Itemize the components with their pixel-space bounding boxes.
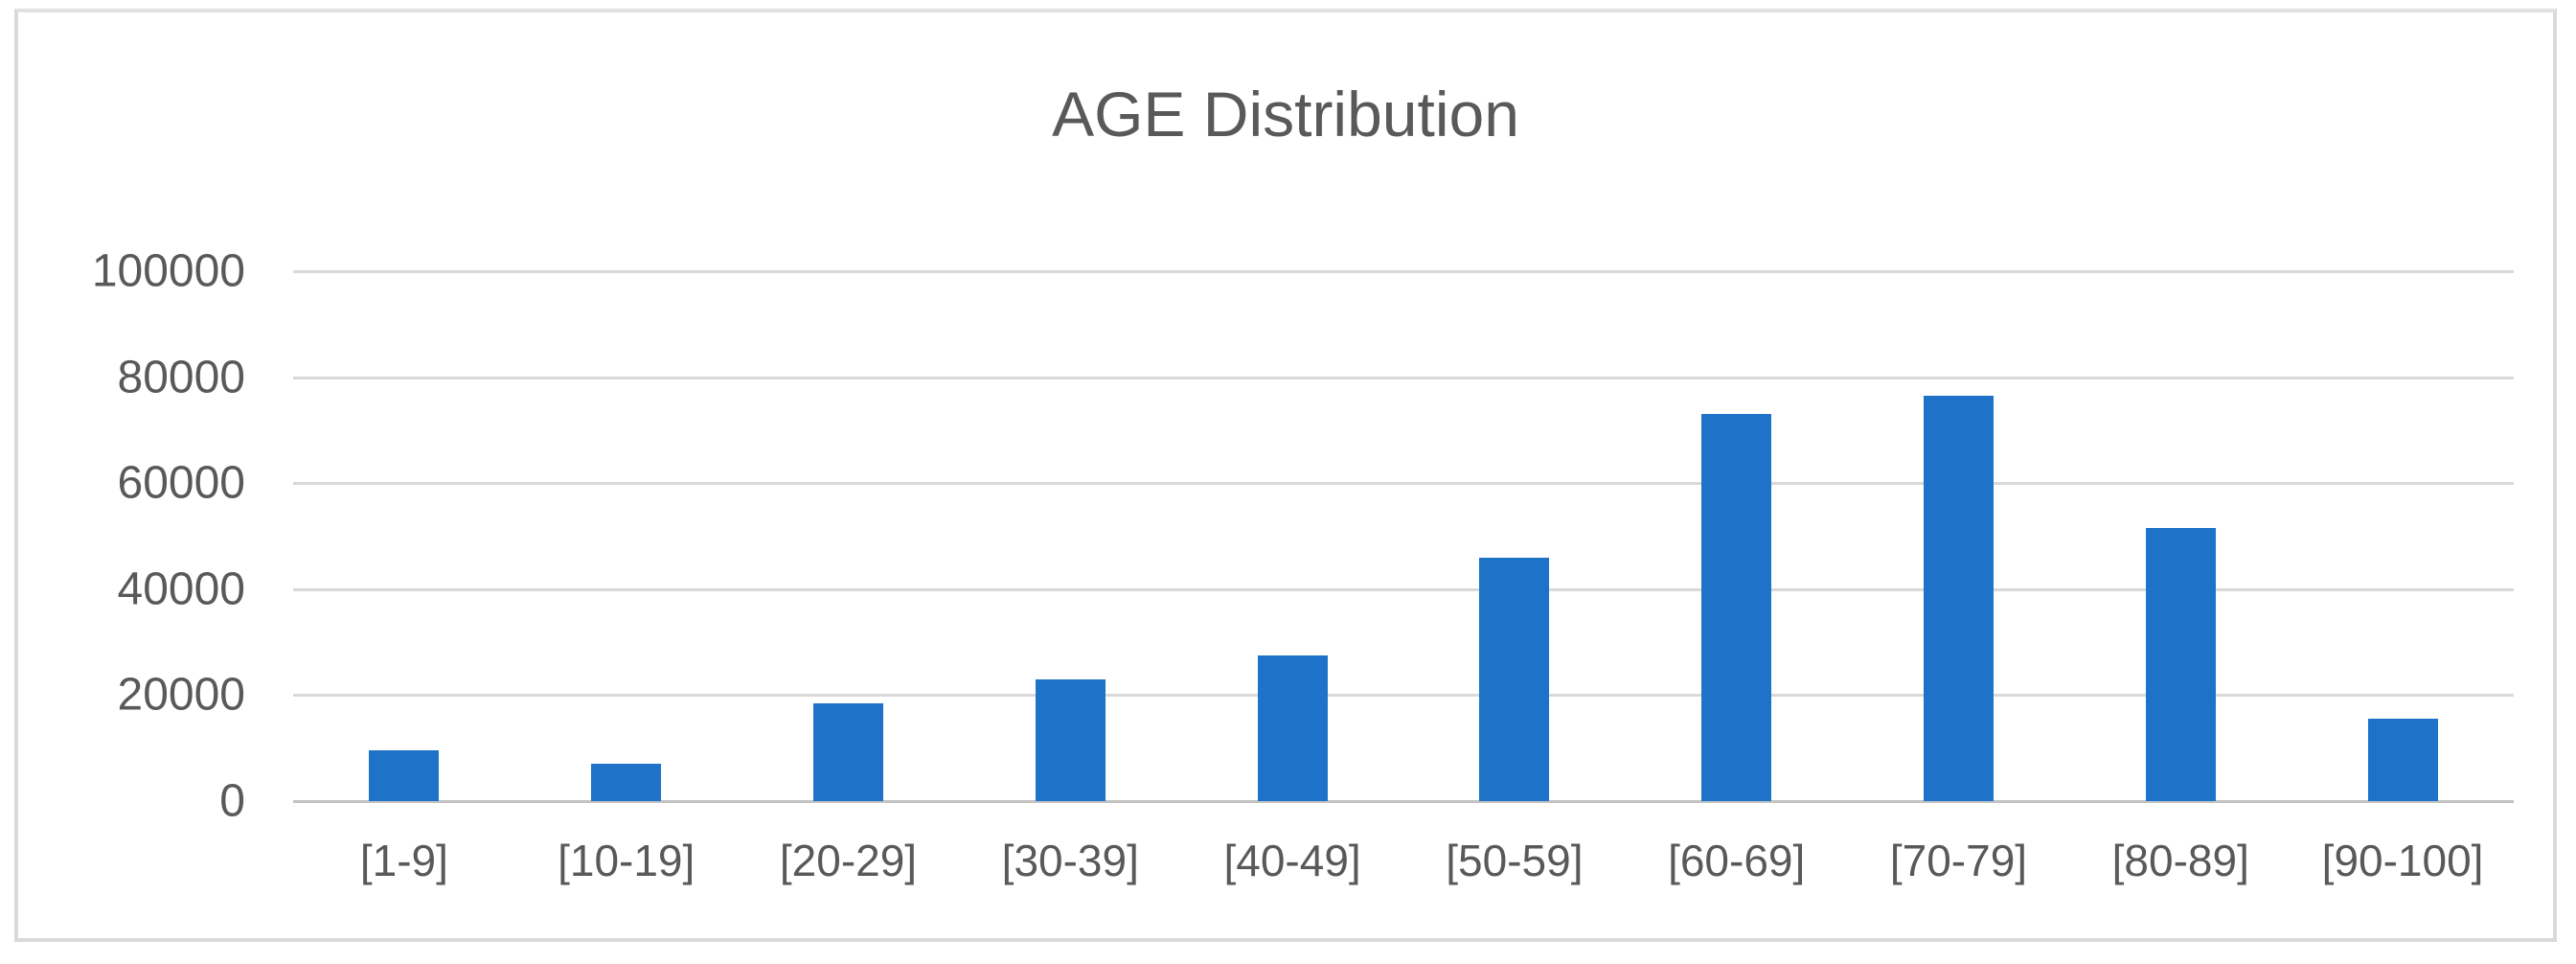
bar <box>1257 654 1328 801</box>
y-axis: 100000 80000 60000 40000 20000 0 <box>18 246 245 827</box>
bar <box>369 750 440 801</box>
x-tick-label: [70-79] <box>1889 836 2028 885</box>
bar <box>591 764 662 801</box>
bar <box>1035 678 1106 801</box>
gridline <box>293 270 2514 273</box>
x-axis-line <box>293 800 2514 803</box>
bar <box>1479 557 1550 801</box>
gridline <box>293 376 2514 379</box>
bar-slot <box>738 271 960 801</box>
x-tick-label: [90-100] <box>2321 836 2484 885</box>
bar <box>812 702 883 801</box>
x-tick-label: [30-39] <box>1001 836 1139 885</box>
bar-slot <box>515 271 738 801</box>
bar-slot <box>959 271 1181 801</box>
plot-area <box>293 270 2514 803</box>
bar-slot <box>1848 271 2070 801</box>
bar <box>2145 528 2216 801</box>
x-tick-label: [20-29] <box>779 836 918 885</box>
x-tick-label: [50-59] <box>1446 836 1584 885</box>
bars-layer <box>293 271 2514 801</box>
bar-slot <box>1181 271 1403 801</box>
bar-slot <box>2291 271 2514 801</box>
bar <box>2367 719 2438 801</box>
y-tick-label: 0 <box>219 775 245 827</box>
x-axis: [1-9] [10-19] [20-29] [30-39] [40-49] [50-59]… <box>293 835 2514 911</box>
bar-slot <box>293 271 515 801</box>
x-tick-label: [60-69] <box>1668 836 1806 885</box>
chart-frame: AGE Distribution 100000 80000 60000 40000 20… <box>14 9 2557 942</box>
bar <box>1701 414 1772 801</box>
y-tick-label: 100000 <box>91 245 245 297</box>
y-tick-label: 40000 <box>117 563 245 615</box>
bar <box>1923 395 1994 801</box>
x-tick-label: [1-9] <box>359 836 448 885</box>
gridline <box>293 482 2514 486</box>
x-tick-label: [10-19] <box>558 836 695 885</box>
bar-slot <box>1403 271 1626 801</box>
bar-slot <box>2069 271 2291 801</box>
y-tick-label: 60000 <box>117 457 245 509</box>
gridline <box>293 587 2514 591</box>
x-tick-label: [40-49] <box>1223 836 1361 885</box>
y-tick-label: 80000 <box>117 352 245 403</box>
bar-slot <box>1626 271 1848 801</box>
x-tick-label: [80-89] <box>2111 836 2249 885</box>
gridline <box>293 694 2514 698</box>
chart-title: AGE Distribution <box>1052 79 1519 149</box>
y-tick-label: 20000 <box>117 669 245 721</box>
